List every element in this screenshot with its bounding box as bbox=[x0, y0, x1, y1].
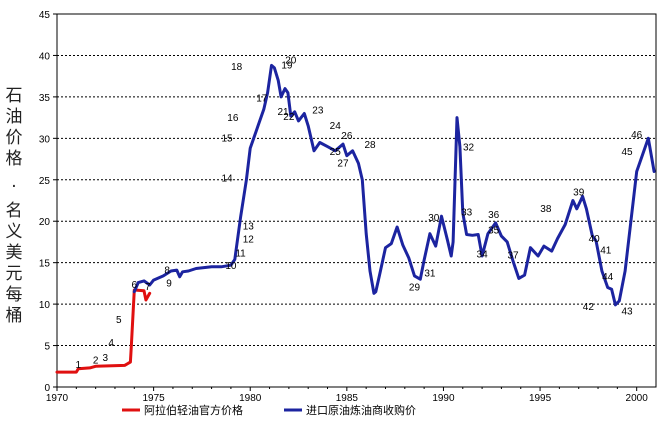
y-tick-label: 40 bbox=[39, 51, 51, 62]
annotation-label-19: 19 bbox=[281, 61, 293, 72]
legend-label-official-price: 阿拉伯轻油官方价格 bbox=[144, 403, 243, 417]
annotation-label-9: 9 bbox=[166, 279, 172, 290]
annotation-label-12: 12 bbox=[243, 235, 255, 246]
annotation-label-27: 27 bbox=[337, 158, 349, 169]
annotation-label-25: 25 bbox=[330, 147, 342, 158]
annotation-label-24: 24 bbox=[330, 121, 342, 132]
y-tick-label: 5 bbox=[44, 342, 50, 353]
annotation-label-10: 10 bbox=[225, 261, 237, 272]
annotation-label-31: 31 bbox=[424, 269, 436, 280]
annotation-label-45: 45 bbox=[621, 147, 633, 158]
x-tick-label: 1985 bbox=[336, 393, 359, 404]
annotation-label-16: 16 bbox=[227, 113, 239, 124]
annotation-label-43: 43 bbox=[621, 307, 633, 318]
plot-frame bbox=[56, 13, 657, 388]
annotation-label-40: 40 bbox=[589, 234, 601, 245]
annotation-label-8: 8 bbox=[164, 265, 170, 276]
annotation-label-32: 32 bbox=[463, 143, 475, 154]
y-tick-label: 45 bbox=[39, 10, 51, 21]
annotation-label-29: 29 bbox=[409, 283, 421, 294]
annotation-label-3: 3 bbox=[103, 353, 109, 364]
x-tick-label: 1980 bbox=[239, 393, 262, 404]
grid-lines bbox=[57, 54, 656, 347]
annotation-label-14: 14 bbox=[221, 173, 233, 184]
annotation-label-22: 22 bbox=[283, 112, 295, 123]
annotation-label-20: 20 bbox=[285, 56, 297, 67]
y-tick-label: 0 bbox=[44, 383, 50, 394]
annotation-label-34: 34 bbox=[477, 250, 489, 261]
x-tick-label: 1990 bbox=[432, 393, 455, 404]
annotation-label-4: 4 bbox=[108, 338, 114, 349]
y-tick-label: 20 bbox=[39, 217, 51, 228]
annotation-label-13: 13 bbox=[243, 221, 255, 232]
y-tick-label: 35 bbox=[39, 93, 51, 104]
y-tick-label: 15 bbox=[39, 259, 51, 270]
x-tick-label: 1975 bbox=[142, 393, 165, 404]
legend-label-refiner-price: 进口原油炼油商收购价 bbox=[306, 403, 416, 417]
annotation-label-15: 15 bbox=[221, 134, 233, 145]
y-tick-label: 30 bbox=[39, 134, 51, 145]
annotation-label-21: 21 bbox=[278, 107, 290, 118]
legend: 阿拉伯轻油官方价格 进口原油炼油商收购价 bbox=[122, 403, 416, 417]
annotation-label-2: 2 bbox=[93, 356, 99, 367]
annotation-label-1: 1 bbox=[75, 360, 81, 371]
annotation-label-44: 44 bbox=[602, 272, 614, 283]
y-tick-label: 25 bbox=[39, 176, 51, 187]
annotation-label-42: 42 bbox=[583, 302, 595, 313]
annotation-label-23: 23 bbox=[312, 105, 324, 116]
x-tick-label: 1970 bbox=[46, 393, 69, 404]
annotation-label-35: 35 bbox=[488, 226, 500, 237]
annotation-label-11: 11 bbox=[235, 249, 246, 260]
y-axis-label-dot: . bbox=[11, 172, 17, 192]
annotation-label-5: 5 bbox=[116, 315, 122, 326]
annotation-label-26: 26 bbox=[341, 131, 353, 142]
series-line-official-price bbox=[55, 288, 152, 374]
annotation-label-30: 30 bbox=[428, 213, 440, 224]
annotation-label-7: 7 bbox=[145, 282, 151, 293]
y-axis-label-line1: 石油价格 bbox=[5, 86, 23, 169]
annotation-label-38: 38 bbox=[540, 204, 552, 215]
series-line-refiner-price bbox=[132, 63, 656, 307]
annotation-label-46: 46 bbox=[631, 130, 643, 141]
series-lines bbox=[55, 63, 656, 374]
x-tick-label: 1995 bbox=[529, 393, 552, 404]
annotation-label-41: 41 bbox=[600, 245, 612, 256]
annotation-label-18: 18 bbox=[231, 62, 243, 73]
annotation-label-28: 28 bbox=[364, 140, 376, 151]
annotation-label-37: 37 bbox=[507, 250, 519, 261]
annotation-label-6: 6 bbox=[132, 280, 138, 291]
annotation-label-36: 36 bbox=[488, 210, 500, 221]
annotation-label-33: 33 bbox=[461, 207, 473, 218]
x-tick-label: 2000 bbox=[626, 393, 649, 404]
annotation-label-39: 39 bbox=[573, 187, 585, 198]
y-axis-label-line2: 名义美元每桶 bbox=[5, 201, 23, 326]
annotation-label-17: 17 bbox=[256, 94, 268, 105]
y-tick-label: 10 bbox=[39, 300, 51, 311]
